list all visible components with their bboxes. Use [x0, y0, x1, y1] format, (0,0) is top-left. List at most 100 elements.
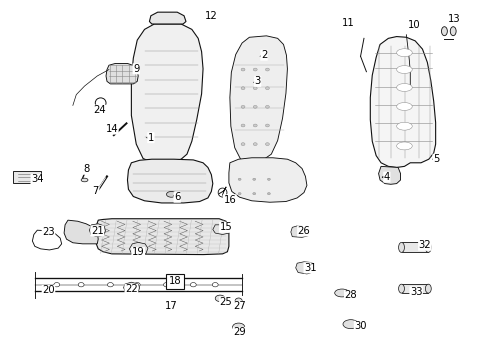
- Circle shape: [238, 178, 241, 180]
- Ellipse shape: [441, 27, 447, 36]
- Text: 26: 26: [297, 226, 310, 236]
- Text: 19: 19: [132, 247, 144, 257]
- Text: 33: 33: [409, 287, 422, 297]
- Ellipse shape: [396, 103, 411, 111]
- Polygon shape: [290, 226, 308, 237]
- Ellipse shape: [396, 49, 411, 57]
- Text: 3: 3: [254, 76, 260, 86]
- Polygon shape: [369, 37, 435, 167]
- Ellipse shape: [232, 323, 244, 331]
- Ellipse shape: [396, 122, 411, 130]
- Text: 34: 34: [31, 174, 43, 184]
- Circle shape: [252, 193, 255, 195]
- Circle shape: [241, 124, 244, 127]
- Polygon shape: [212, 225, 229, 234]
- Text: 15: 15: [219, 222, 232, 232]
- Circle shape: [265, 87, 269, 90]
- Text: 31: 31: [304, 263, 316, 273]
- Circle shape: [253, 143, 257, 145]
- Text: 21: 21: [91, 226, 103, 236]
- Polygon shape: [149, 12, 185, 24]
- Bar: [13, 171, 41, 183]
- Ellipse shape: [398, 284, 404, 293]
- Polygon shape: [89, 224, 105, 237]
- Circle shape: [78, 283, 84, 287]
- Text: 1: 1: [147, 133, 154, 143]
- Polygon shape: [106, 63, 138, 84]
- Circle shape: [238, 193, 241, 195]
- Text: 7: 7: [92, 186, 99, 197]
- Circle shape: [163, 283, 169, 287]
- Ellipse shape: [396, 84, 411, 91]
- Ellipse shape: [342, 320, 358, 329]
- Circle shape: [241, 105, 244, 108]
- Circle shape: [241, 143, 244, 145]
- Polygon shape: [96, 219, 228, 255]
- Text: 24: 24: [93, 105, 105, 115]
- Ellipse shape: [396, 142, 411, 150]
- Polygon shape: [131, 24, 203, 162]
- Circle shape: [265, 68, 269, 71]
- Text: 29: 29: [233, 327, 245, 337]
- Circle shape: [253, 124, 257, 127]
- Ellipse shape: [398, 242, 404, 252]
- Polygon shape: [229, 36, 287, 161]
- Circle shape: [253, 105, 257, 108]
- Text: 13: 13: [447, 14, 460, 24]
- Circle shape: [190, 283, 196, 287]
- Text: 20: 20: [42, 285, 55, 296]
- Circle shape: [265, 124, 269, 127]
- Polygon shape: [129, 242, 148, 255]
- Circle shape: [267, 178, 270, 180]
- Circle shape: [252, 178, 255, 180]
- Text: 17: 17: [164, 301, 177, 311]
- Text: 10: 10: [407, 20, 420, 30]
- Circle shape: [134, 283, 140, 287]
- Text: 8: 8: [83, 164, 89, 174]
- Ellipse shape: [425, 284, 430, 293]
- Circle shape: [107, 283, 113, 287]
- Text: 9: 9: [133, 64, 139, 74]
- Text: 11: 11: [341, 18, 354, 28]
- Polygon shape: [228, 158, 306, 202]
- Polygon shape: [378, 166, 400, 184]
- Polygon shape: [64, 220, 98, 244]
- Text: 23: 23: [42, 227, 55, 237]
- Text: 22: 22: [125, 284, 138, 294]
- Ellipse shape: [166, 192, 176, 197]
- Circle shape: [253, 68, 257, 71]
- Ellipse shape: [81, 178, 88, 182]
- Circle shape: [267, 193, 270, 195]
- Text: 30: 30: [354, 321, 366, 331]
- Ellipse shape: [425, 242, 430, 252]
- Text: 4: 4: [383, 172, 389, 182]
- Circle shape: [241, 87, 244, 90]
- Circle shape: [54, 283, 60, 287]
- Polygon shape: [127, 159, 212, 203]
- Text: 28: 28: [344, 291, 356, 301]
- Text: 32: 32: [418, 240, 430, 250]
- Text: 27: 27: [233, 301, 245, 311]
- Text: 5: 5: [432, 154, 438, 164]
- Circle shape: [253, 87, 257, 90]
- Text: 25: 25: [219, 297, 232, 307]
- Ellipse shape: [215, 295, 224, 302]
- Text: 6: 6: [174, 192, 180, 202]
- Text: 18: 18: [168, 276, 181, 286]
- Ellipse shape: [396, 66, 411, 73]
- Text: 2: 2: [260, 50, 266, 60]
- Text: 12: 12: [204, 11, 217, 21]
- Polygon shape: [295, 262, 315, 274]
- Ellipse shape: [334, 289, 348, 297]
- Text: 16: 16: [223, 195, 236, 205]
- Circle shape: [241, 68, 244, 71]
- Text: 14: 14: [105, 124, 118, 134]
- Polygon shape: [123, 282, 140, 293]
- Circle shape: [265, 143, 269, 145]
- Circle shape: [212, 283, 218, 287]
- Bar: [401, 284, 427, 293]
- Ellipse shape: [449, 27, 455, 36]
- Ellipse shape: [235, 298, 242, 305]
- Circle shape: [265, 105, 269, 108]
- Bar: [401, 242, 427, 252]
